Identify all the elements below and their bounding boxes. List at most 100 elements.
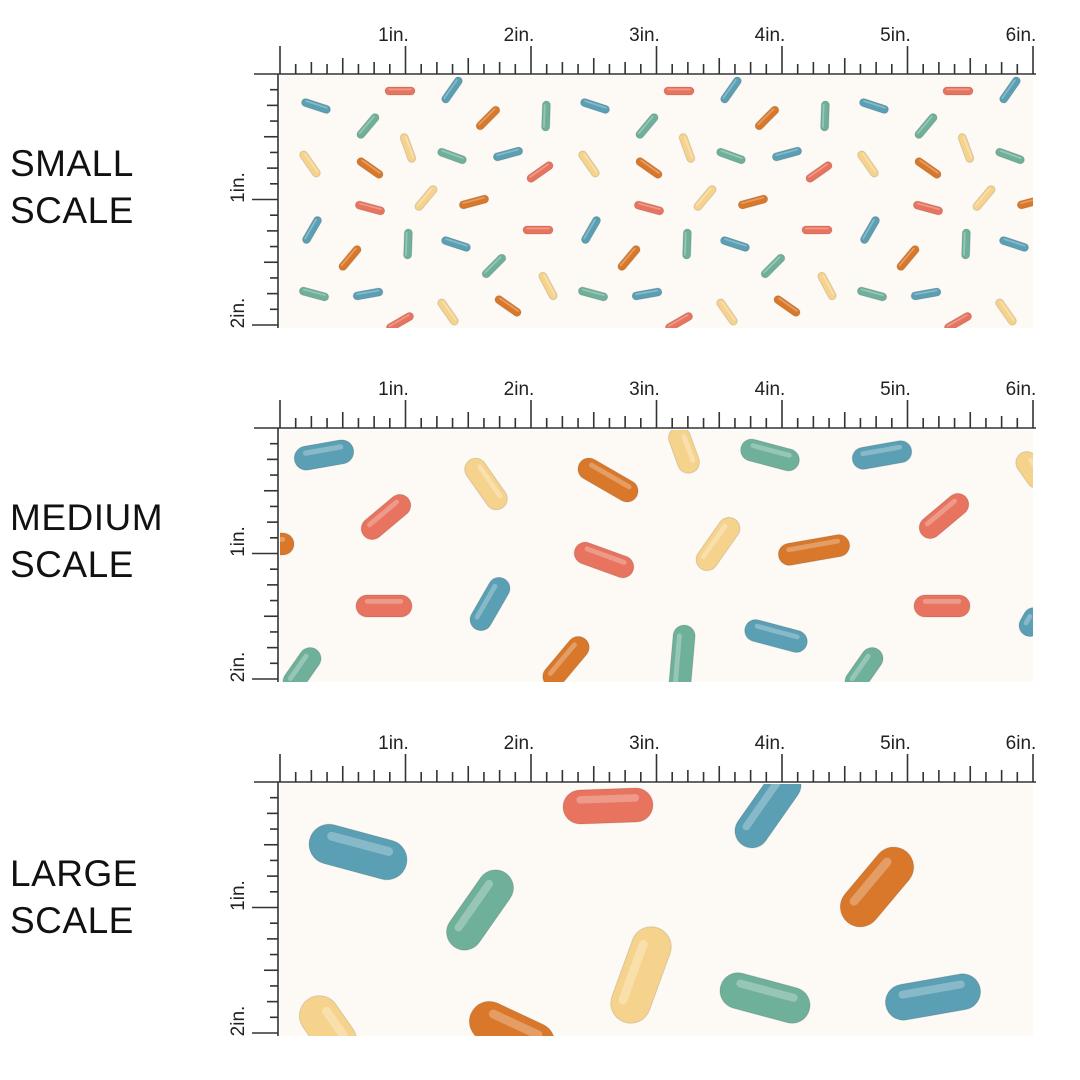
green-sprinkle — [298, 286, 330, 302]
blue-sprinkle — [301, 98, 331, 114]
orange-sprinkle — [338, 245, 362, 271]
orange-sprinkle — [577, 457, 639, 503]
blue-sprinkle — [441, 76, 463, 104]
yellow-sprinkle — [695, 516, 741, 572]
small-y-tick-label: 1in. — [228, 172, 249, 203]
large-label-line2: SCALE — [10, 900, 134, 941]
orange-sprinkle — [494, 295, 522, 317]
small-label-line2: SCALE — [10, 190, 134, 231]
medium-x-tick-label: 3in. — [629, 379, 660, 400]
yellow-sprinkle — [817, 271, 837, 301]
blue-sprinkle — [859, 98, 889, 114]
yellow-sprinkle — [437, 298, 459, 326]
blue-sprinkle — [302, 215, 322, 245]
yellow-sprinkle — [678, 133, 696, 163]
medium-x-tick-label: 1in. — [378, 379, 409, 400]
blue-sprinkle — [631, 287, 663, 301]
yellow-sprinkle — [857, 150, 879, 178]
yellow-sprinkle — [610, 926, 672, 1024]
small-x-tick-label: 2in. — [504, 25, 535, 46]
coral-sprinkle — [355, 594, 413, 618]
blue-sprinkle — [860, 215, 880, 245]
medium-y-tick-label: 1in. — [228, 526, 249, 557]
orange-sprinkle — [1016, 194, 1033, 210]
green-sprinkle — [716, 147, 746, 165]
large-scale-label: LARGE SCALE — [10, 850, 138, 944]
medium-y-tick-label: 2in. — [228, 652, 249, 683]
orange-sprinkle — [280, 532, 295, 556]
small-x-tick-label: 1in. — [378, 25, 409, 46]
coral-sprinkle — [573, 541, 635, 579]
medium-scale-label: MEDIUM SCALE — [10, 494, 163, 588]
yellow-sprinkle — [716, 298, 738, 326]
coral-sprinkle — [562, 787, 654, 825]
blue-sprinkle — [441, 236, 471, 252]
coral-sprinkle — [805, 161, 833, 183]
blue-sprinkle — [884, 973, 982, 1021]
medium-x-tick-label: 5in. — [880, 379, 911, 400]
blue-sprinkle — [744, 619, 808, 653]
medium-sprinkle-pattern — [280, 430, 1033, 682]
coral-sprinkle — [384, 86, 416, 96]
blue-sprinkle — [851, 440, 913, 470]
large-sprinkle-pattern — [280, 784, 1033, 1036]
large-scale-swatch — [280, 784, 1033, 1036]
medium-x-tick-label: 2in. — [504, 379, 535, 400]
yellow-sprinkle — [538, 271, 558, 301]
orange-sprinkle — [617, 245, 641, 271]
blue-sprinkle — [580, 98, 610, 114]
blue-sprinkle — [1018, 607, 1033, 637]
medium-x-tick-label: 4in. — [755, 379, 786, 400]
small-x-tick-label: 4in. — [755, 25, 786, 46]
medium-label-line2: SCALE — [10, 544, 134, 585]
coral-sprinkle — [942, 86, 974, 96]
blue-sprinkle — [999, 236, 1029, 252]
coral-sprinkle — [633, 200, 665, 216]
large-x-tick-label: 2in. — [504, 733, 535, 754]
blue-sprinkle — [910, 287, 942, 301]
large-label-line1: LARGE — [10, 853, 138, 894]
orange-sprinkle — [754, 105, 780, 131]
coral-sprinkle — [360, 493, 412, 541]
small-x-tick-label: 3in. — [629, 25, 660, 46]
orange-sprinkle — [542, 635, 590, 682]
orange-sprinkle — [777, 534, 851, 566]
green-sprinkle — [740, 438, 800, 472]
blue-sprinkle — [720, 76, 742, 104]
small-label-line1: SMALL — [10, 143, 134, 184]
blue-sprinkle — [720, 236, 750, 252]
green-sprinkle — [820, 100, 830, 132]
blue-sprinkle — [999, 76, 1021, 104]
small-scale-label: SMALL SCALE — [10, 140, 134, 234]
green-sprinkle — [668, 624, 696, 682]
orange-sprinkle — [839, 846, 915, 928]
yellow-sprinkle — [668, 430, 700, 474]
blue-sprinkle — [771, 146, 803, 162]
yellow-sprinkle — [298, 995, 358, 1036]
orange-sprinkle — [356, 157, 384, 179]
coral-sprinkle — [354, 200, 386, 216]
coral-sprinkle — [912, 200, 944, 216]
coral-sprinkle — [385, 312, 415, 328]
yellow-sprinkle — [995, 298, 1017, 326]
coral-sprinkle — [801, 225, 833, 235]
yellow-sprinkle — [578, 150, 600, 178]
large-y-tick-label: 2in. — [228, 1006, 249, 1037]
orange-sprinkle — [914, 157, 942, 179]
large-y-tick-label: 1in. — [228, 880, 249, 911]
green-sprinkle — [635, 113, 659, 139]
green-sprinkle — [914, 113, 938, 139]
yellow-sprinkle — [957, 133, 975, 163]
green-sprinkle — [995, 147, 1025, 165]
orange-sprinkle — [475, 105, 501, 131]
orange-sprinkle — [458, 194, 490, 210]
large-x-tick-label: 6in. — [1006, 733, 1037, 754]
small-x-tick-label: 6in. — [1006, 25, 1037, 46]
large-x-tick-label: 5in. — [880, 733, 911, 754]
blue-sprinkle — [734, 784, 802, 849]
large-x-tick-label: 1in. — [378, 733, 409, 754]
yellow-sprinkle — [299, 150, 321, 178]
medium-label-line1: MEDIUM — [10, 497, 164, 538]
coral-sprinkle — [918, 492, 970, 540]
